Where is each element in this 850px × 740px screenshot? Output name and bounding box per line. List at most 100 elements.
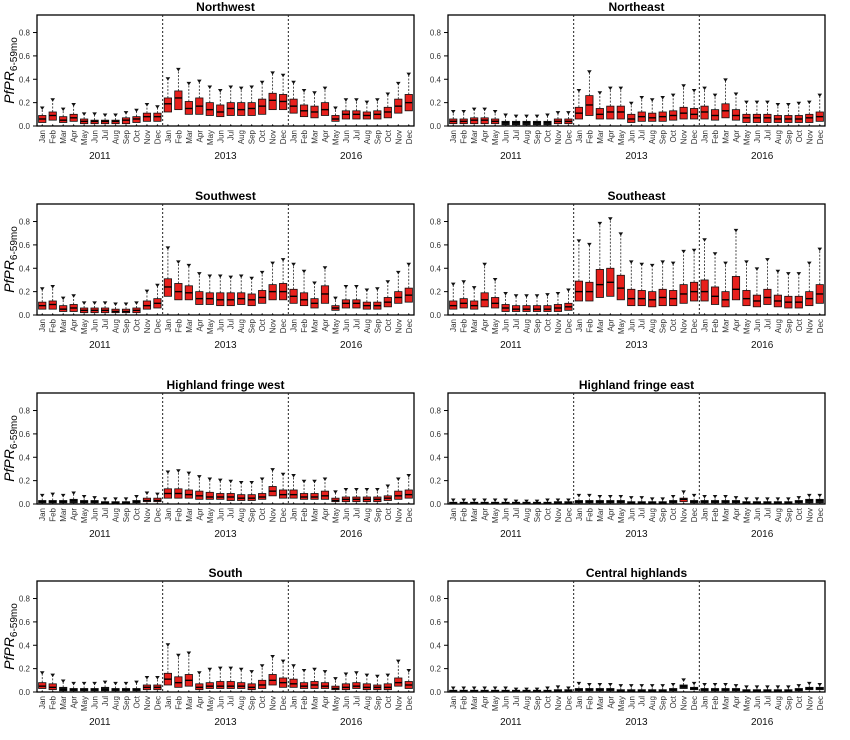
month-label: May bbox=[742, 508, 751, 523]
min-marker bbox=[260, 690, 264, 693]
month-label: Jun bbox=[627, 696, 636, 709]
y-tick-label: 0.2 bbox=[19, 477, 31, 486]
month-label: Oct bbox=[384, 507, 393, 520]
whisker-cap bbox=[618, 684, 624, 688]
whisker-cap bbox=[375, 287, 380, 291]
y-axis-label-subscript: 6-59mo bbox=[9, 226, 20, 260]
min-marker bbox=[155, 502, 160, 505]
min-marker bbox=[187, 124, 191, 127]
min-marker bbox=[291, 690, 296, 693]
min-marker bbox=[176, 313, 180, 316]
whisker-cap bbox=[165, 246, 171, 250]
month-label: Jun bbox=[342, 508, 351, 521]
month-label: May bbox=[742, 319, 751, 334]
whisker-cap bbox=[471, 686, 477, 690]
min-marker bbox=[692, 690, 696, 693]
whisker-cap bbox=[723, 682, 728, 687]
month-label: Sep bbox=[122, 695, 131, 710]
month-label: Jun bbox=[91, 130, 100, 143]
month-label: Apr bbox=[321, 319, 330, 332]
month-label: Jul bbox=[227, 508, 236, 518]
month-label: Oct bbox=[132, 129, 141, 142]
month-label: Oct bbox=[795, 507, 804, 520]
month-label: Jan bbox=[38, 130, 47, 143]
min-marker bbox=[92, 502, 97, 505]
month-label: May bbox=[206, 130, 215, 145]
whisker-cap bbox=[461, 686, 467, 690]
min-marker bbox=[650, 124, 654, 127]
month-label: Aug bbox=[774, 319, 783, 333]
month-label: Jan bbox=[164, 508, 173, 521]
month-label: Oct bbox=[132, 695, 141, 708]
whisker-cap bbox=[71, 294, 76, 298]
month-label: Dec bbox=[279, 130, 288, 144]
whisker-cap bbox=[176, 260, 181, 264]
min-marker bbox=[145, 502, 149, 505]
y-tick-label: 0.8 bbox=[19, 595, 31, 604]
min-marker bbox=[333, 124, 338, 127]
min-marker bbox=[218, 313, 222, 316]
month-label: Aug bbox=[523, 130, 532, 144]
min-marker bbox=[354, 502, 359, 505]
min-marker bbox=[755, 313, 759, 316]
min-marker bbox=[176, 124, 180, 127]
month-label: Jan bbox=[449, 319, 458, 332]
month-label: Mar bbox=[722, 319, 731, 333]
month-label: Feb bbox=[711, 507, 720, 521]
min-marker bbox=[312, 313, 317, 316]
month-label: Jul bbox=[101, 319, 110, 329]
min-marker bbox=[587, 313, 591, 316]
year-label: 2016 bbox=[751, 151, 774, 162]
month-label: Jun bbox=[216, 508, 225, 521]
whisker-cap bbox=[503, 498, 508, 502]
min-marker bbox=[113, 124, 118, 127]
y-tick-label: 0.4 bbox=[19, 75, 31, 84]
whisker-cap bbox=[165, 470, 171, 474]
min-marker bbox=[386, 502, 390, 505]
whisker-cap bbox=[461, 498, 467, 502]
whisker-cap bbox=[249, 276, 254, 281]
whisker-cap bbox=[450, 282, 456, 287]
whisker-cap bbox=[733, 228, 739, 233]
min-marker bbox=[61, 502, 65, 505]
month-label: Nov bbox=[554, 508, 563, 522]
whisker-cap bbox=[385, 484, 391, 488]
y-tick-label: 0.2 bbox=[430, 288, 442, 297]
whisker-cap bbox=[450, 498, 456, 502]
month-label: Jul bbox=[227, 130, 236, 140]
month-label: Mar bbox=[596, 696, 605, 710]
whisker-cap bbox=[649, 263, 655, 268]
whisker-cap bbox=[113, 113, 118, 117]
month-label: Feb bbox=[585, 318, 594, 332]
whisker-cap bbox=[513, 499, 519, 504]
month-label: Jun bbox=[627, 319, 636, 332]
month-label: Apr bbox=[481, 130, 490, 143]
whisker-cap bbox=[81, 681, 87, 686]
whisker-cap bbox=[249, 85, 254, 89]
y-tick-label: 0.8 bbox=[430, 595, 442, 604]
whisker-cap bbox=[681, 490, 686, 494]
whisker-cap bbox=[545, 686, 550, 690]
min-marker bbox=[702, 690, 707, 693]
min-marker bbox=[807, 502, 811, 505]
month-label: Oct bbox=[795, 318, 804, 331]
month-label: Dec bbox=[405, 696, 414, 710]
whisker-cap bbox=[92, 496, 97, 500]
y-axis-label-main: PfPR bbox=[1, 260, 17, 293]
month-label: May bbox=[617, 508, 626, 523]
whisker-cap bbox=[649, 684, 655, 688]
min-marker bbox=[51, 313, 55, 316]
month-label: Aug bbox=[774, 130, 783, 144]
whisker-cap bbox=[754, 497, 760, 501]
min-marker bbox=[671, 690, 675, 693]
whisker-cap bbox=[343, 487, 349, 492]
min-marker bbox=[72, 313, 76, 316]
min-marker bbox=[51, 124, 55, 127]
month-label: Apr bbox=[732, 508, 741, 521]
min-marker bbox=[218, 502, 222, 505]
min-marker bbox=[702, 502, 707, 505]
month-label: Feb bbox=[174, 507, 183, 521]
whisker-cap bbox=[608, 217, 613, 221]
whisker-cap bbox=[123, 111, 129, 115]
